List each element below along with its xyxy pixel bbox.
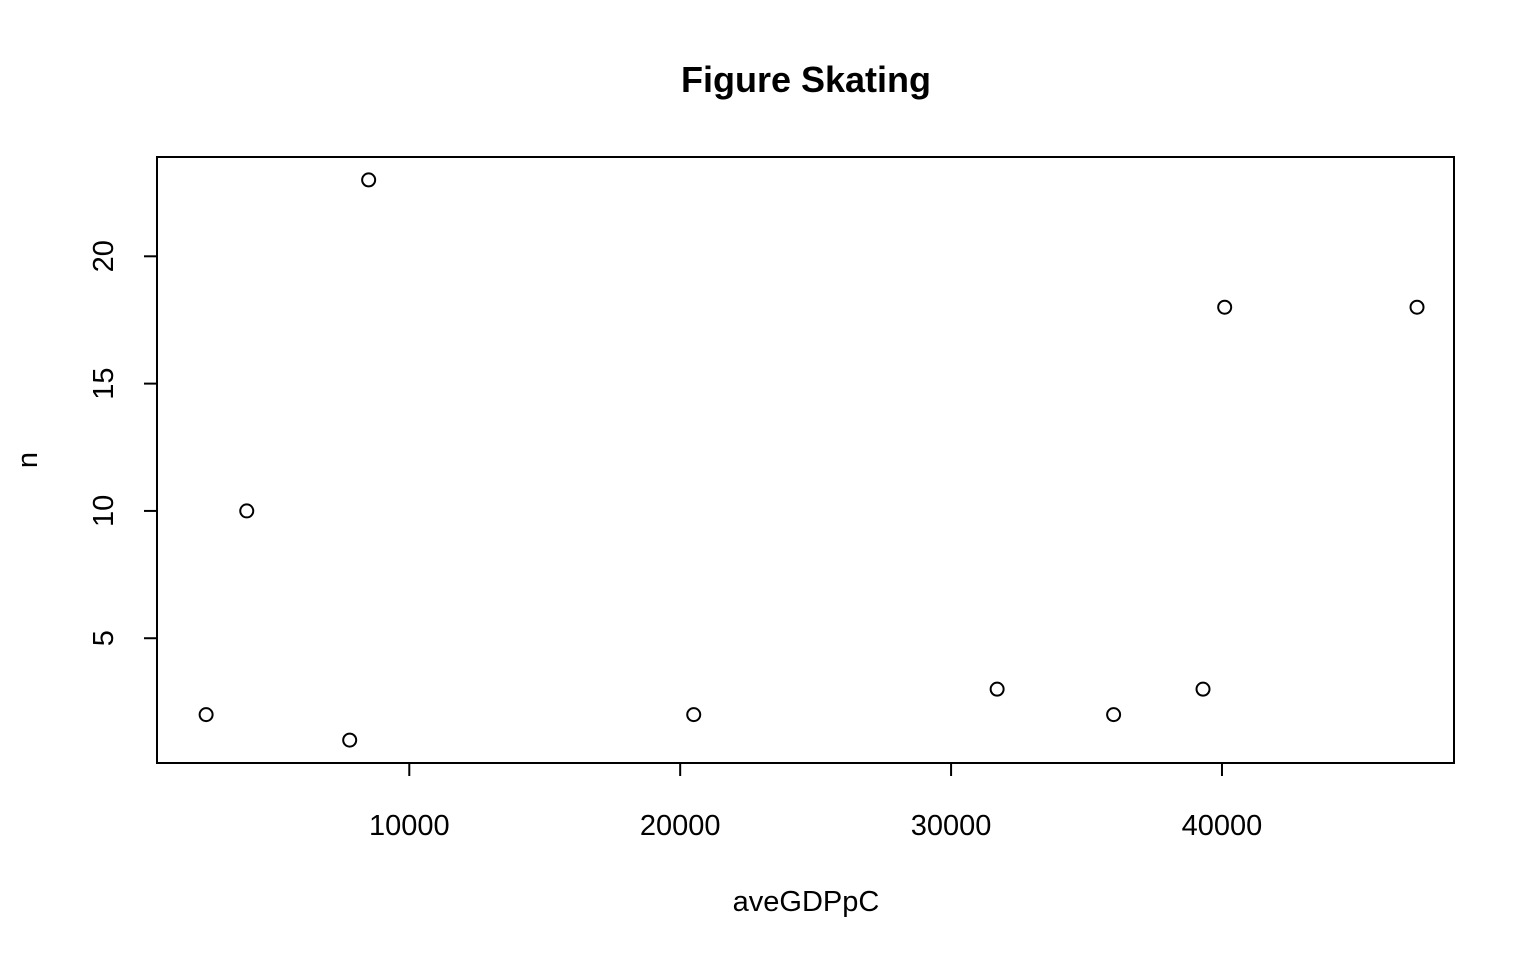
data-point <box>1107 708 1120 721</box>
x-tick-label: 20000 <box>640 810 721 842</box>
data-point <box>240 504 253 517</box>
y-tick-label: 20 <box>88 240 120 272</box>
x-tick-label: 40000 <box>1182 810 1263 842</box>
x-tick-label: 10000 <box>369 810 450 842</box>
x-axis: 10000 20000 30000 40000 <box>369 763 1262 842</box>
data-point <box>362 173 375 186</box>
y-axis: 5 10 15 20 <box>88 240 157 646</box>
y-tick-label: 10 <box>88 495 120 527</box>
y-tick-label: 15 <box>88 367 120 399</box>
plot-frame <box>157 157 1454 763</box>
x-tick-label: 30000 <box>911 810 992 842</box>
data-point <box>1411 301 1424 314</box>
data-point <box>1218 301 1231 314</box>
y-tick-label: 5 <box>88 630 120 646</box>
data-point <box>991 683 1004 696</box>
data-point <box>200 708 213 721</box>
data-point <box>687 708 700 721</box>
y-axis-label: n <box>12 452 44 468</box>
chart-title: Figure Skating <box>681 59 931 100</box>
data-point <box>1197 683 1210 696</box>
data-point <box>343 734 356 747</box>
data-points <box>200 173 1424 746</box>
x-axis-label: aveGDPpC <box>733 886 880 918</box>
